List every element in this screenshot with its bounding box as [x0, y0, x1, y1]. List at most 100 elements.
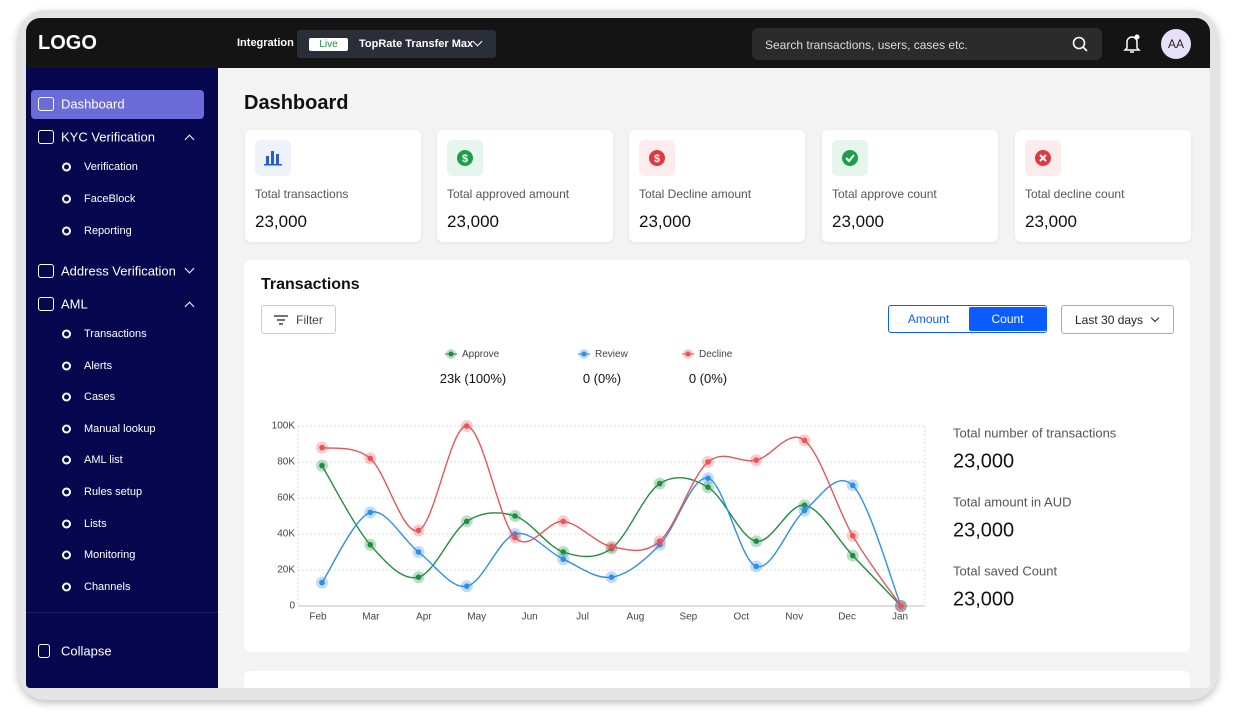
point-dot — [705, 484, 711, 490]
point — [509, 510, 521, 522]
nav-item[interactable]: AML — [61, 296, 88, 312]
point-dot — [753, 457, 760, 463]
icon — [38, 297, 54, 311]
range-dropdown[interactable]: Last 30 days — [1061, 305, 1174, 334]
point — [750, 535, 763, 548]
total-value: 23,000 — [953, 588, 1015, 611]
nav-subitem[interactable]: Verification — [84, 161, 138, 173]
point — [846, 549, 859, 562]
point — [316, 576, 328, 589]
icon — [38, 264, 54, 278]
stat-label: Total decline count — [1025, 187, 1125, 201]
chevron — [184, 134, 195, 145]
point-dot — [367, 542, 374, 548]
nav-subitem[interactable]: FaceBlock — [84, 193, 136, 205]
bullet — [62, 226, 71, 236]
bullet — [62, 162, 71, 172]
point-dot — [560, 556, 567, 562]
nav-subitem[interactable]: Transactions — [84, 328, 147, 340]
bullet — [62, 194, 71, 204]
filter-button[interactable]: Filter — [261, 305, 336, 334]
stat-label: Total approved amount — [447, 187, 570, 201]
bell-icon[interactable] — [1123, 34, 1141, 54]
icon — [264, 151, 282, 166]
point-dot — [849, 533, 856, 539]
icon — [842, 150, 858, 166]
point — [460, 515, 473, 528]
icon-box — [255, 140, 291, 176]
x-tick-label: Jul — [576, 612, 589, 623]
bullet — [62, 582, 71, 592]
range-label: Last 30 days — [1075, 312, 1144, 327]
point — [605, 540, 618, 553]
icon-box: $ — [447, 140, 483, 176]
icon — [38, 130, 54, 144]
point — [557, 515, 570, 528]
bullet — [62, 550, 71, 560]
bullet — [62, 455, 71, 465]
point-dot — [319, 462, 325, 469]
x-tick-label: Jan — [892, 612, 908, 623]
stat-card: Total decline count 23,000 — [1015, 130, 1191, 242]
point-dot — [319, 444, 325, 451]
nav-subitem[interactable]: Reporting — [84, 225, 132, 237]
point-dot — [656, 480, 663, 487]
filter-icon — [274, 314, 289, 325]
collapse[interactable]: Collapse — [61, 643, 112, 659]
search-box[interactable]: Search transactions, users, cases etc. — [752, 28, 1102, 60]
bullet — [62, 329, 71, 339]
point — [460, 420, 473, 432]
legend-summary: 23k (100%) — [440, 371, 506, 386]
nav-subitem[interactable]: Alerts — [84, 359, 113, 372]
nav-subitem[interactable]: Cases — [84, 391, 116, 404]
point — [798, 504, 811, 517]
y-tick-label: 100K — [272, 421, 296, 432]
y-tick-label: 20K — [277, 565, 295, 576]
nav-subitem[interactable]: Lists — [84, 517, 107, 530]
total-label: Total number of transactions — [953, 425, 1117, 441]
point — [702, 481, 714, 494]
nav-subitem[interactable]: Rules setup — [84, 486, 143, 498]
point — [653, 477, 666, 490]
nav-item[interactable]: Address Verification — [61, 263, 176, 279]
nav-item[interactable]: KYC Verification — [61, 129, 155, 145]
active-item[interactable] — [31, 90, 204, 119]
icon — [38, 644, 50, 658]
toggle-amount[interactable]: Amount — [907, 312, 950, 326]
x-tick-label: Jun — [522, 612, 538, 623]
icon: $ — [457, 150, 473, 166]
nav-subitem[interactable]: Channels — [84, 580, 131, 593]
point-dot — [608, 574, 615, 580]
integration-label: Integration — [237, 37, 294, 49]
point-dot — [849, 482, 856, 489]
point-dot — [463, 518, 470, 525]
toggle-count[interactable]: Count — [969, 307, 1046, 331]
point — [412, 546, 425, 558]
point-dot — [801, 502, 808, 508]
legend-dot — [685, 351, 691, 357]
legend-dot — [448, 351, 454, 357]
total-label: Total saved Count — [953, 563, 1058, 579]
icon — [1035, 150, 1051, 166]
point — [895, 600, 907, 612]
point-dot — [656, 538, 663, 544]
integration-dropdown[interactable]: Live TopRate Transfer Max — [297, 30, 496, 58]
nav-subitem[interactable]: AML list — [84, 454, 123, 467]
point-dot — [463, 423, 470, 429]
screen: LOGO Integration Live TopRate Transfer M… — [26, 18, 1210, 688]
chart: 0 20K 40K 60K 80K 100K Feb Mar Apr May Jun Jul Aug Se… — [272, 349, 926, 623]
legend-summary: 0 (0%) — [689, 371, 727, 386]
bullet — [62, 392, 71, 402]
total-label: Total amount in AUD — [953, 494, 1072, 510]
chevron — [184, 301, 195, 312]
nav-subitem[interactable]: Manual lookup — [84, 422, 156, 435]
search-icon — [1072, 36, 1088, 52]
nav-item[interactable]: Dashboard — [61, 96, 125, 112]
avatar[interactable]: AA — [1161, 29, 1191, 59]
stat-label: Total transactions — [255, 187, 349, 201]
toggle: Amount Count — [888, 305, 1047, 333]
y-tick-label: 80K — [277, 457, 295, 468]
panel-title: Transactions — [261, 276, 360, 293]
nav-subitem[interactable]: Monitoring — [84, 549, 136, 562]
point — [702, 472, 714, 485]
